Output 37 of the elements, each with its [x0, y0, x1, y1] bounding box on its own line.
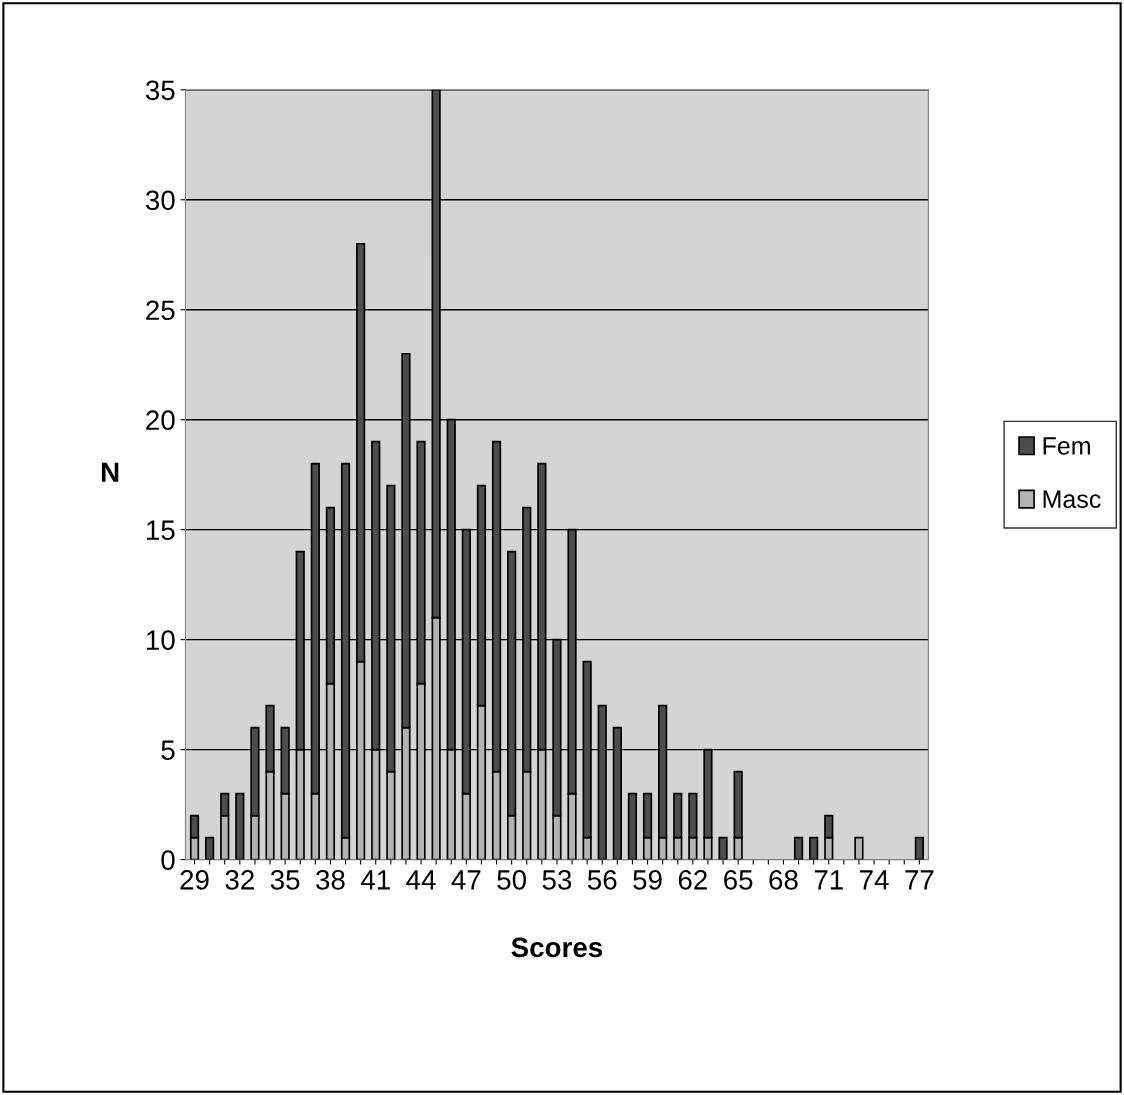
bar	[854, 836, 864, 860]
bar	[718, 836, 728, 860]
bar	[627, 792, 638, 860]
x-tick-label: 74	[860, 870, 889, 890]
x-tick-label: 71	[814, 870, 843, 890]
bar	[809, 836, 819, 860]
bar	[793, 836, 804, 860]
y-tick-label: 30	[145, 190, 175, 211]
y-tick-label: 35	[145, 80, 175, 101]
bar	[205, 836, 215, 860]
y-tick-label: 5	[161, 740, 175, 760]
bar	[914, 836, 924, 860]
x-tick-label: 41	[360, 870, 390, 890]
x-tick-label: 38	[316, 870, 345, 890]
x-tick-label: 44	[406, 870, 436, 890]
legend-label: Masc	[1043, 490, 1101, 509]
y-axis-title: N	[101, 462, 119, 482]
x-tick-label: 59	[633, 870, 662, 890]
x-tick-label: 56	[587, 870, 617, 890]
x-tick-label: 50	[497, 870, 526, 890]
x-tick-label: 65	[724, 870, 753, 890]
legend-label: Fem	[1043, 437, 1090, 455]
bar	[235, 792, 245, 860]
x-tick-label: 77	[905, 870, 934, 890]
x-tick-label: 47	[451, 870, 481, 890]
y-tick-label: 10	[146, 630, 175, 650]
x-tick-label: 35	[270, 870, 300, 890]
y-tick-label: 0	[161, 850, 175, 870]
y-tick-label: 15	[146, 520, 175, 541]
x-tick-label: 68	[769, 870, 798, 890]
y-tick-label: 20	[146, 410, 175, 431]
x-tick-label: 32	[225, 870, 254, 890]
x-tick-label: 62	[678, 870, 707, 890]
y-tick-label: 25	[146, 300, 175, 321]
x-tick-label: 53	[542, 870, 572, 890]
x-tick-label: 29	[180, 870, 209, 890]
x-axis-title: Scores	[511, 937, 603, 958]
